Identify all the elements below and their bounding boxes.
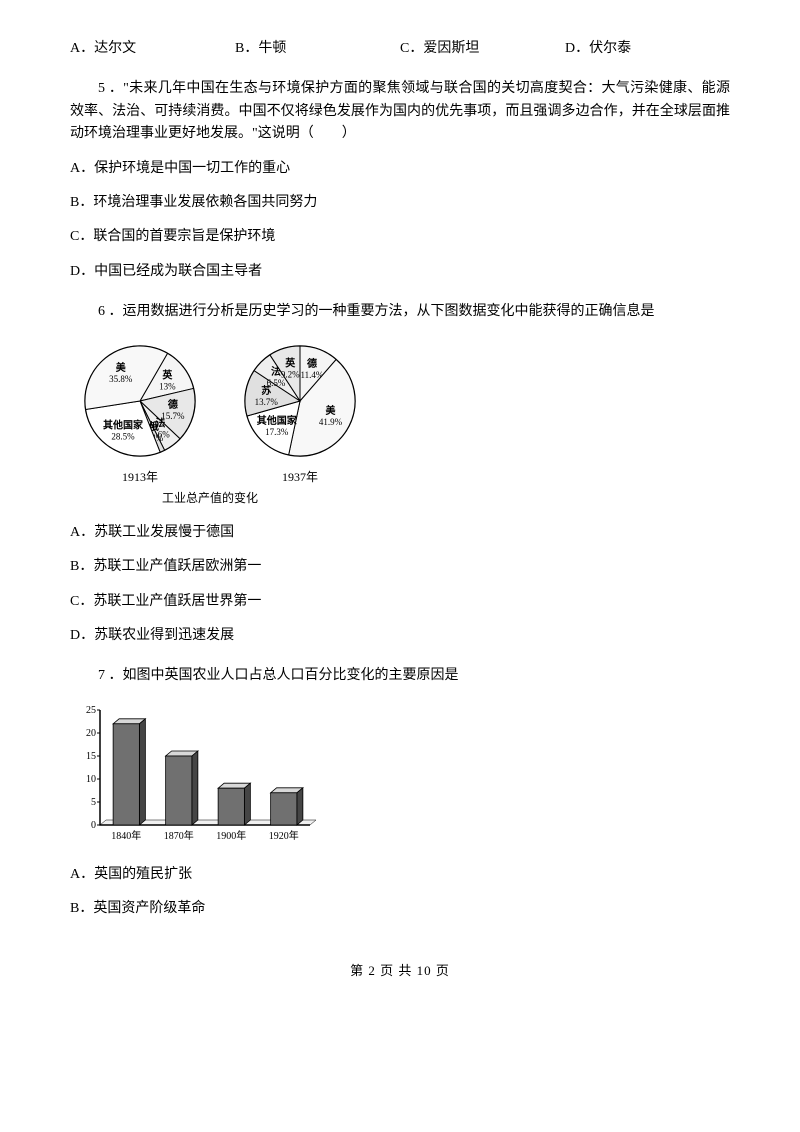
q5-option-b[interactable]: B．环境治理事业发展依赖各国共同努力 [70,192,730,214]
q6-text: 6 ．运用数据进行分析是历史学习的一种重要方法，从下图数据变化中能获得的正确信息… [70,301,730,323]
svg-text:17.3%: 17.3% [265,426,289,436]
svg-text:其他国家: 其他国家 [257,413,298,426]
svg-text:5: 5 [91,797,96,808]
q7: 7 ．如图中英国农业人口占总人口百分比变化的主要原因是 0 5 10 15 20 25 18… [70,665,730,920]
q4-options: A．达尔文 B．牛顿 C．爱因斯坦 D．伏尔泰 [70,38,730,60]
q6-option-a[interactable]: A．苏联工业发展慢于德国 [70,522,730,544]
svg-text:13.7%: 13.7% [255,396,279,406]
svg-text:13%: 13% [159,381,176,391]
svg-text:25: 25 [86,705,96,716]
svg-text:其他国家: 其他国家 [103,418,144,431]
svg-text:0: 0 [91,820,96,831]
q6-pie-1937: 德11.4%美41.9%其他国家17.3%苏13.7%法6.5%英9.2% 19… [230,336,370,487]
q6-pie-left-year: 1913年 [70,468,210,487]
svg-text:德: 德 [167,397,178,410]
page-footer: 第 2 页 共 10 页 [70,961,730,982]
q4-option-d[interactable]: D．伏尔泰 [565,38,730,60]
q6: 6 ．运用数据进行分析是历史学习的一种重要方法，从下图数据变化中能获得的正确信息… [70,301,730,647]
svg-text:10: 10 [86,774,96,785]
q7-option-a[interactable]: A．英国的殖民扩张 [70,864,730,886]
svg-text:德: 德 [306,357,317,370]
svg-text:美: 美 [116,360,127,373]
q5-text: 5 ．"未来几年中国在生态与环境保护方面的聚焦领域与联合国的关切高度契合：大气污… [70,78,730,145]
q6-option-c[interactable]: C．苏联工业产值跃居世界第一 [70,591,730,613]
q6-chart: 英13%德15.7%法5.6%俄1.4%其他国家28.5%美35.8% 1913… [70,336,730,508]
q4-option-a[interactable]: A．达尔文 [70,38,235,60]
q6-chart-title: 工业总产值的变化 [70,489,350,508]
q4-option-c[interactable]: C．爱因斯坦 [400,38,565,60]
q5-option-a[interactable]: A．保护环境是中国一切工作的重心 [70,158,730,180]
svg-text:1920年: 1920年 [269,829,299,842]
q5-option-d[interactable]: D．中国已经成为联合国主导者 [70,261,730,283]
svg-text:35.8%: 35.8% [109,373,133,383]
q6-option-d[interactable]: D．苏联农业得到迅速发展 [70,625,730,647]
svg-text:1840年: 1840年 [111,829,141,842]
q5-option-c[interactable]: C．联合国的首要宗旨是保护环境 [70,226,730,248]
svg-text:英: 英 [284,356,296,369]
svg-text:28.5%: 28.5% [111,431,135,441]
svg-text:9.2%: 9.2% [281,369,300,379]
svg-text:15: 15 [86,751,96,762]
q7-option-b[interactable]: B．英国资产阶级革命 [70,898,730,920]
q6-option-b[interactable]: B．苏联工业产值跃居欧洲第一 [70,556,730,578]
svg-text:英: 英 [161,368,173,381]
svg-text:美: 美 [326,404,337,417]
q4-option-b[interactable]: B．牛顿 [235,38,400,60]
svg-text:1870年: 1870年 [164,829,194,842]
q5: 5 ．"未来几年中国在生态与环境保护方面的聚焦领域与联合国的关切高度契合：大气污… [70,78,730,283]
q7-text: 7 ．如图中英国农业人口占总人口百分比变化的主要原因是 [70,665,730,687]
q6-pie-right-year: 1937年 [230,468,370,487]
svg-text:20: 20 [86,728,96,739]
q7-chart: 0 5 10 15 20 25 1840年 1870年 1900年 1920年 [70,700,730,850]
svg-text:41.9%: 41.9% [319,417,343,427]
page-content: A．达尔文 B．牛顿 C．爱因斯坦 D．伏尔泰 5 ．"未来几年中国在生态与环境… [0,0,800,1011]
svg-text:1900年: 1900年 [216,829,246,842]
q6-pie-1913: 英13%德15.7%法5.6%俄1.4%其他国家28.5%美35.8% 1913… [70,336,210,487]
